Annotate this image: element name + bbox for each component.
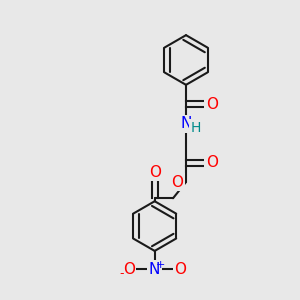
Text: O: O xyxy=(206,97,218,112)
Text: O: O xyxy=(175,262,187,277)
Text: O: O xyxy=(171,175,183,190)
Text: N: N xyxy=(180,116,192,131)
Text: O: O xyxy=(123,262,135,277)
Text: -: - xyxy=(119,267,124,280)
Text: H: H xyxy=(190,121,201,135)
Text: N: N xyxy=(149,262,160,277)
Text: +: + xyxy=(155,260,165,270)
Text: O: O xyxy=(206,155,218,170)
Text: O: O xyxy=(149,165,161,180)
